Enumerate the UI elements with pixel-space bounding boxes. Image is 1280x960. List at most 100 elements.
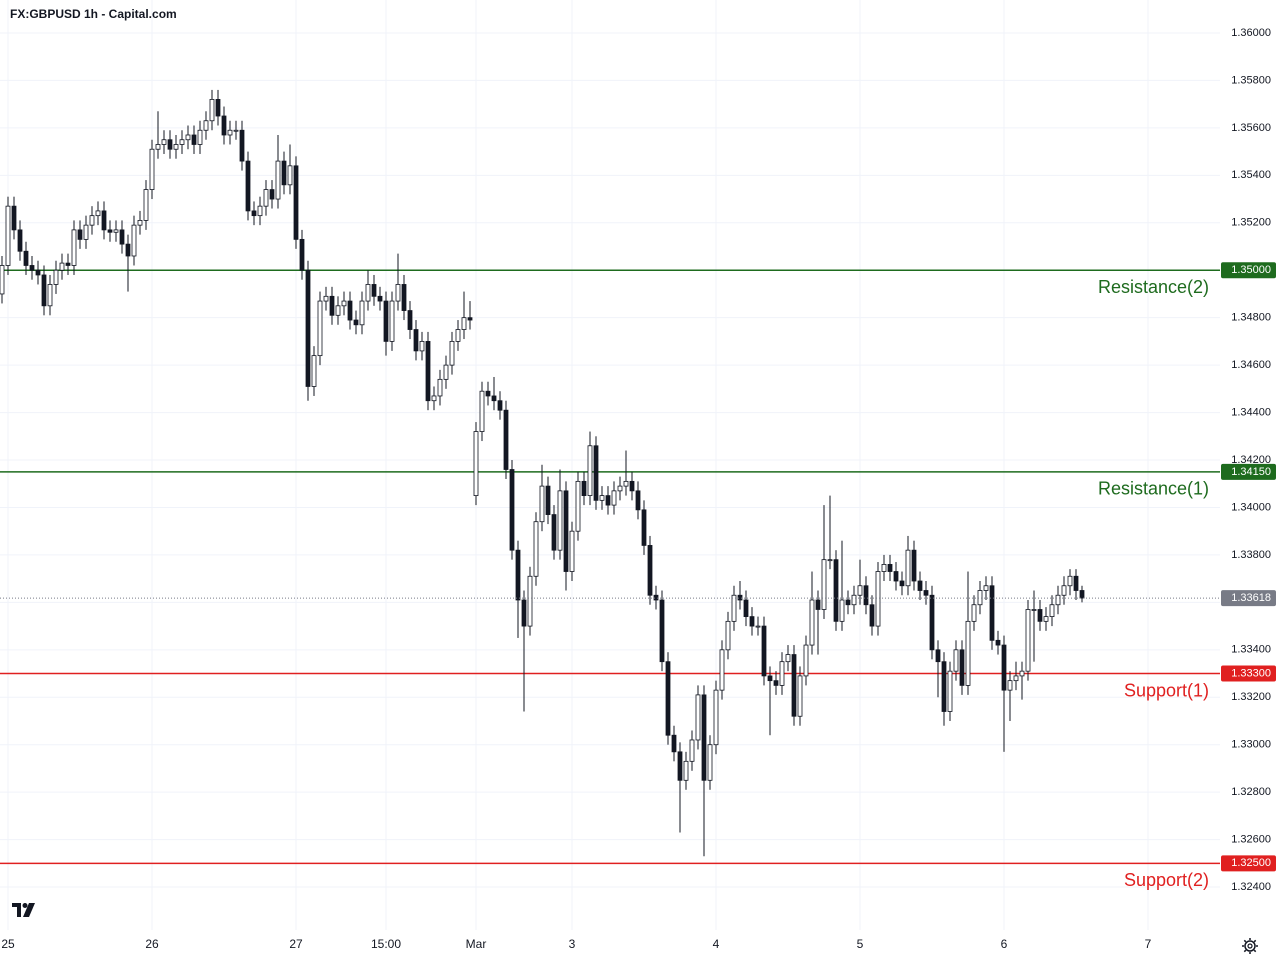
candle-body (1079, 590, 1085, 599)
candle-body (1001, 644, 1007, 691)
candle-body (827, 559, 833, 562)
candle-body (917, 580, 923, 591)
candle-body (905, 549, 911, 587)
candle-body (509, 469, 515, 551)
candle-body (113, 229, 119, 233)
candle-body (647, 545, 653, 596)
y-tick-label: 1.36000 (1231, 27, 1271, 39)
candle-body (1013, 675, 1019, 682)
candle-body (671, 734, 677, 753)
candle-body (1043, 616, 1049, 622)
candle-body (941, 661, 947, 712)
x-tick-label: Mar (466, 937, 487, 951)
candle-body (635, 490, 641, 511)
y-tick-label: 1.34800 (1231, 312, 1271, 324)
level-label: Resistance(1) (1098, 479, 1209, 499)
candle-body (299, 238, 305, 271)
candle-body (17, 229, 23, 252)
candle-body (137, 220, 143, 226)
price-tag-label: 1.34150 (1231, 466, 1271, 478)
candle-body (275, 160, 281, 200)
level-label: Support(2) (1124, 870, 1209, 890)
candle-body (545, 485, 551, 515)
candle-body (1049, 604, 1055, 617)
overlays: 1.35000 Resistance(2) 1.34150 Resistance(1)… (0, 262, 1276, 890)
candle-body (35, 269, 41, 276)
candle-body (551, 514, 557, 551)
x-tick-label: 5 (857, 937, 864, 951)
candle-body (233, 129, 239, 132)
candle-body (971, 604, 977, 622)
candle-body (833, 559, 839, 622)
candle-body (485, 390, 491, 397)
levels (0, 269, 1220, 865)
price-tag-label: 1.33300 (1231, 667, 1271, 679)
candle-body (257, 205, 263, 217)
candle-body (527, 575, 533, 627)
x-tick-label: 4 (713, 937, 720, 951)
candle-body (287, 165, 293, 186)
candle-body (575, 480, 581, 532)
candle-body (995, 639, 1001, 646)
candle-body (215, 99, 221, 117)
candle-body (107, 229, 113, 233)
candle-body (305, 269, 311, 387)
x-tick-label: 3 (569, 937, 576, 951)
candle-body (521, 599, 527, 627)
candle-body (1061, 585, 1067, 596)
candle-body (731, 594, 737, 622)
candle-body (899, 580, 905, 587)
candle-body (539, 485, 545, 523)
candle-body (953, 649, 959, 672)
x-tick-label: 7 (1145, 937, 1152, 951)
candle-body (95, 210, 101, 217)
candle-body (779, 661, 785, 686)
candle-body (755, 625, 761, 628)
candle-body (629, 480, 635, 492)
price-tag (1221, 262, 1276, 279)
candle-body (773, 680, 779, 686)
candle-body (467, 317, 473, 321)
candle-body (407, 310, 413, 330)
candle-body (431, 395, 437, 402)
candle-body (479, 390, 485, 432)
candle-body (989, 585, 995, 641)
x-tick-label: 25 (1, 937, 15, 951)
candles (0, 89, 1085, 857)
candle-body (59, 262, 65, 271)
settings-icon[interactable] (1242, 938, 1258, 954)
candle-body (1007, 680, 1013, 691)
candle-body (125, 243, 131, 257)
candle-body (365, 284, 371, 302)
candle-body (41, 274, 47, 307)
candle-body (605, 495, 611, 506)
candle-body (149, 148, 155, 190)
candle-body (665, 661, 671, 736)
y-tick-label: 1.33800 (1231, 549, 1271, 561)
price-tag (1221, 855, 1276, 872)
candle-body (185, 134, 191, 141)
candle-body (47, 284, 53, 307)
candle-body (869, 604, 875, 627)
candle-body (245, 160, 251, 212)
candle-body (809, 599, 815, 646)
candle-body (947, 670, 953, 712)
candle-body (641, 509, 647, 546)
candle-body (317, 300, 323, 357)
candle-body (437, 378, 443, 397)
candle-body (11, 205, 17, 231)
candle-body (425, 340, 431, 402)
candle-body (23, 250, 29, 266)
candle-body (341, 300, 347, 307)
candle-body (383, 300, 389, 342)
candle-body (209, 99, 215, 122)
candle-body (1073, 575, 1079, 591)
candle-body (461, 317, 467, 330)
candle-body (197, 129, 203, 145)
candle-body (695, 694, 701, 741)
y-tick-label: 1.35800 (1231, 74, 1271, 86)
candle-body (929, 594, 935, 651)
